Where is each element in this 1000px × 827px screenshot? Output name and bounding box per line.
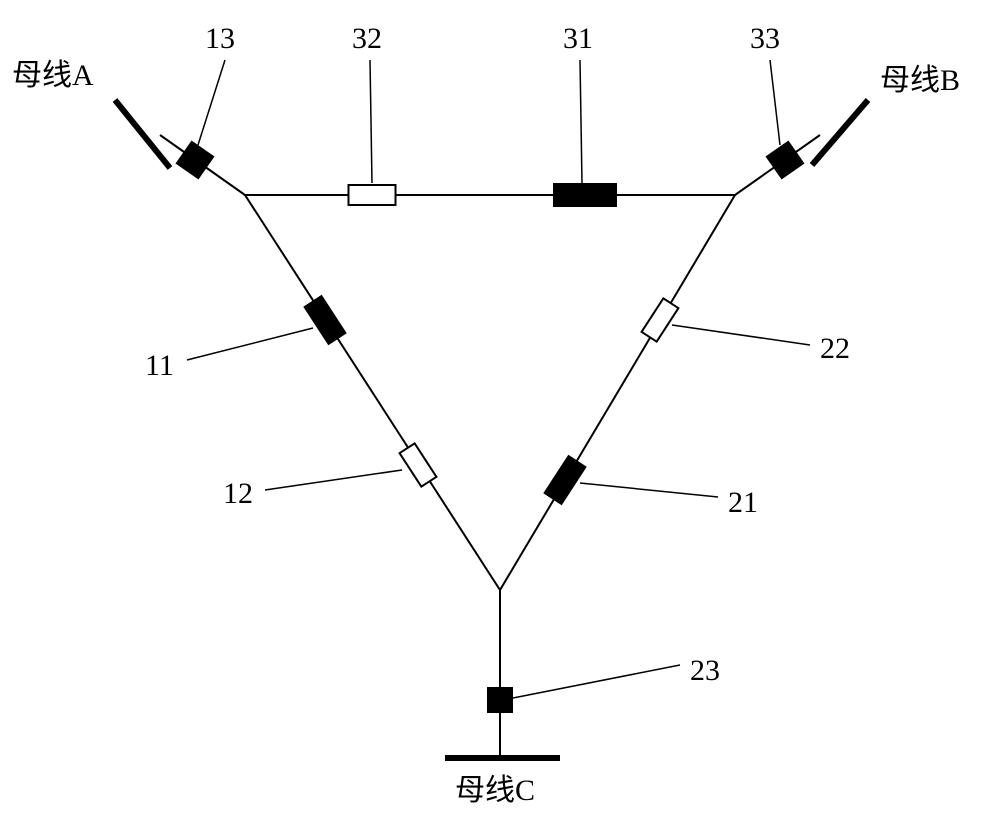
breaker-b33 <box>767 142 803 178</box>
label-n21: 21 <box>728 486 758 519</box>
label-n32: 32 <box>352 22 382 55</box>
bus-triangle-diagram: 母线A 母线B 母线C 13 32 31 33 11 22 12 21 23 <box>0 0 1000 827</box>
leader-l21 <box>580 483 718 497</box>
breaker-b21 <box>545 456 586 504</box>
label-n11: 11 <box>145 349 174 382</box>
busB_bar <box>812 100 868 165</box>
leader-l33 <box>770 60 780 145</box>
triangle-ring <box>245 195 735 590</box>
label-n13: 13 <box>205 22 235 55</box>
label-busB: 母线B <box>880 64 960 97</box>
label-n23: 23 <box>690 654 720 687</box>
label-n33: 33 <box>750 22 780 55</box>
leader-l32 <box>370 60 372 183</box>
leader-l12 <box>265 470 402 490</box>
leader-l13 <box>198 60 225 145</box>
label-busC: 母线C <box>455 774 535 807</box>
label-n22: 22 <box>820 332 850 365</box>
breaker-b12 <box>400 443 437 486</box>
breaker-b23 <box>488 688 512 712</box>
breaker-b22 <box>642 298 679 341</box>
label-n12: 12 <box>223 477 253 510</box>
busA_bar <box>115 100 170 168</box>
breaker-b11 <box>305 296 346 344</box>
label-n31: 31 <box>563 22 593 55</box>
breaker-b32 <box>349 185 396 205</box>
leader-l23 <box>513 665 680 698</box>
breaker-b31 <box>554 184 616 206</box>
breaker-b13 <box>177 142 213 178</box>
leader-l31 <box>580 60 582 183</box>
label-busA: 母线A <box>12 59 94 92</box>
leader-l22 <box>672 325 810 345</box>
leader-l11 <box>187 328 313 360</box>
